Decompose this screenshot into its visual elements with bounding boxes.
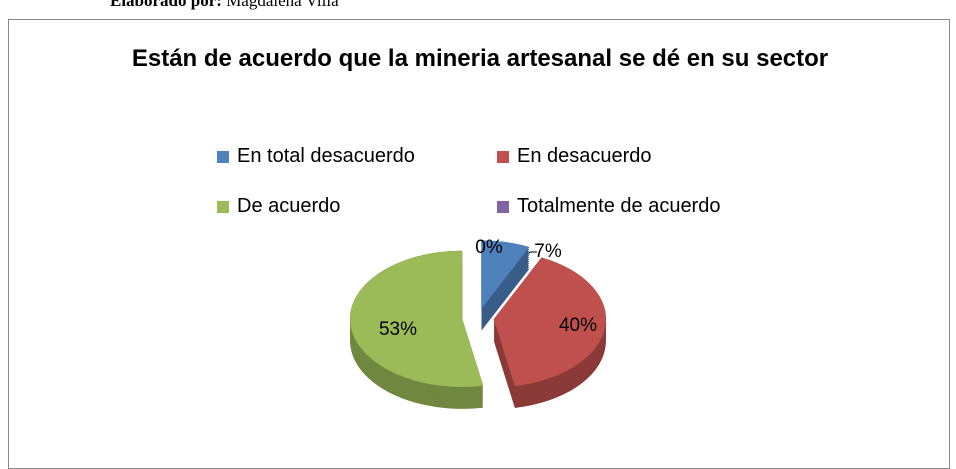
legend-label: De acuerdo [237,195,341,217]
header-label: Elaborado por: [110,0,222,10]
header-name: Magdalena Villa [226,0,339,10]
legend-swatch [497,151,509,163]
legend-label: Totalmente de acuerdo [517,195,721,217]
slice [481,240,530,310]
legend-label: En desacuerdo [517,145,652,167]
chart: 7% 40% 53% 0% [349,237,607,409]
page: Elaborado por: Magdalena Villa Están de … [8,0,950,469]
slice [493,257,607,387]
slice [349,250,484,388]
data-label: 53% [379,319,417,340]
data-label: 7% [534,241,562,262]
data-label: 0% [475,237,503,258]
legend-swatch [217,201,229,213]
data-label: 40% [559,315,597,336]
chart-title: Están de acuerdo que la mineria artesana… [131,45,829,72]
legend-swatch [217,151,229,163]
legend-swatch [497,201,509,213]
legend-label: En total desacuerdo [237,145,415,167]
header: Elaborado por: Magdalena Villa [110,0,339,11]
